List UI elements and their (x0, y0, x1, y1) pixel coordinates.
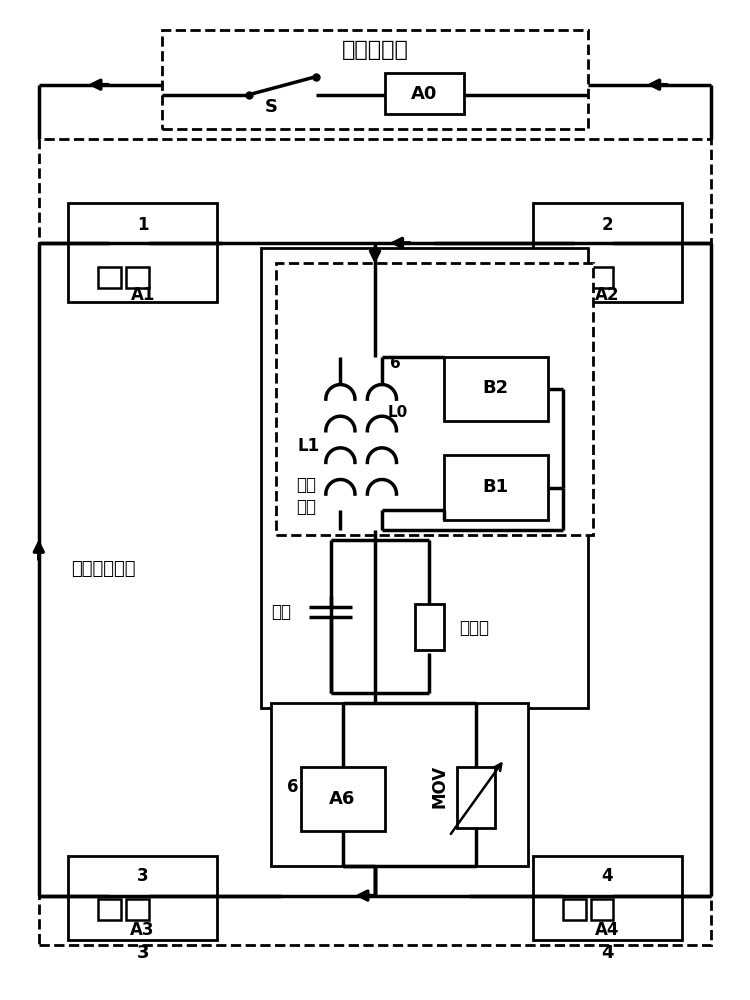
Text: A2: A2 (596, 286, 619, 304)
Text: 电阵器: 电阵器 (459, 619, 489, 637)
Text: A1: A1 (130, 286, 154, 304)
Text: 3: 3 (136, 944, 148, 962)
Text: 2: 2 (602, 216, 613, 234)
Text: A6: A6 (329, 790, 356, 808)
Bar (163, 30, 587, 129)
Text: L1: L1 (298, 437, 320, 455)
Bar (563, 267, 586, 288)
Text: 4: 4 (602, 867, 613, 885)
Bar (276, 263, 592, 535)
Bar (415, 604, 444, 650)
Text: S: S (265, 98, 278, 116)
Text: B1: B1 (482, 478, 508, 496)
Bar (563, 899, 586, 920)
Bar (590, 899, 613, 920)
Bar (457, 767, 495, 828)
Text: 电容: 电容 (271, 603, 291, 621)
Bar (590, 267, 613, 288)
Text: 4: 4 (602, 944, 613, 962)
Text: A3: A3 (130, 921, 154, 939)
Bar (301, 767, 385, 831)
Bar (126, 267, 148, 288)
Bar (68, 856, 217, 940)
Bar (126, 899, 148, 920)
Bar (272, 703, 528, 866)
Text: B2: B2 (482, 379, 508, 397)
Bar (98, 899, 121, 920)
Text: 主电流电路: 主电流电路 (341, 40, 409, 60)
Bar (385, 73, 464, 114)
Bar (444, 455, 548, 520)
Bar (533, 856, 682, 940)
Text: 转移电流电路: 转移电流电路 (70, 560, 135, 578)
Text: A4: A4 (596, 921, 619, 939)
Bar (533, 203, 682, 302)
Text: 6: 6 (391, 356, 401, 371)
Text: 1: 1 (136, 216, 148, 234)
Text: 3: 3 (136, 867, 148, 885)
Text: 模块: 模块 (296, 498, 316, 516)
Text: A0: A0 (411, 85, 438, 103)
Text: 6: 6 (287, 778, 298, 796)
Bar (261, 248, 587, 708)
Text: MOV: MOV (430, 765, 448, 808)
Bar (39, 139, 711, 945)
Text: 感应: 感应 (296, 476, 316, 494)
Text: L0: L0 (388, 405, 408, 420)
Bar (68, 203, 217, 302)
Bar (98, 267, 121, 288)
Bar (444, 357, 548, 421)
